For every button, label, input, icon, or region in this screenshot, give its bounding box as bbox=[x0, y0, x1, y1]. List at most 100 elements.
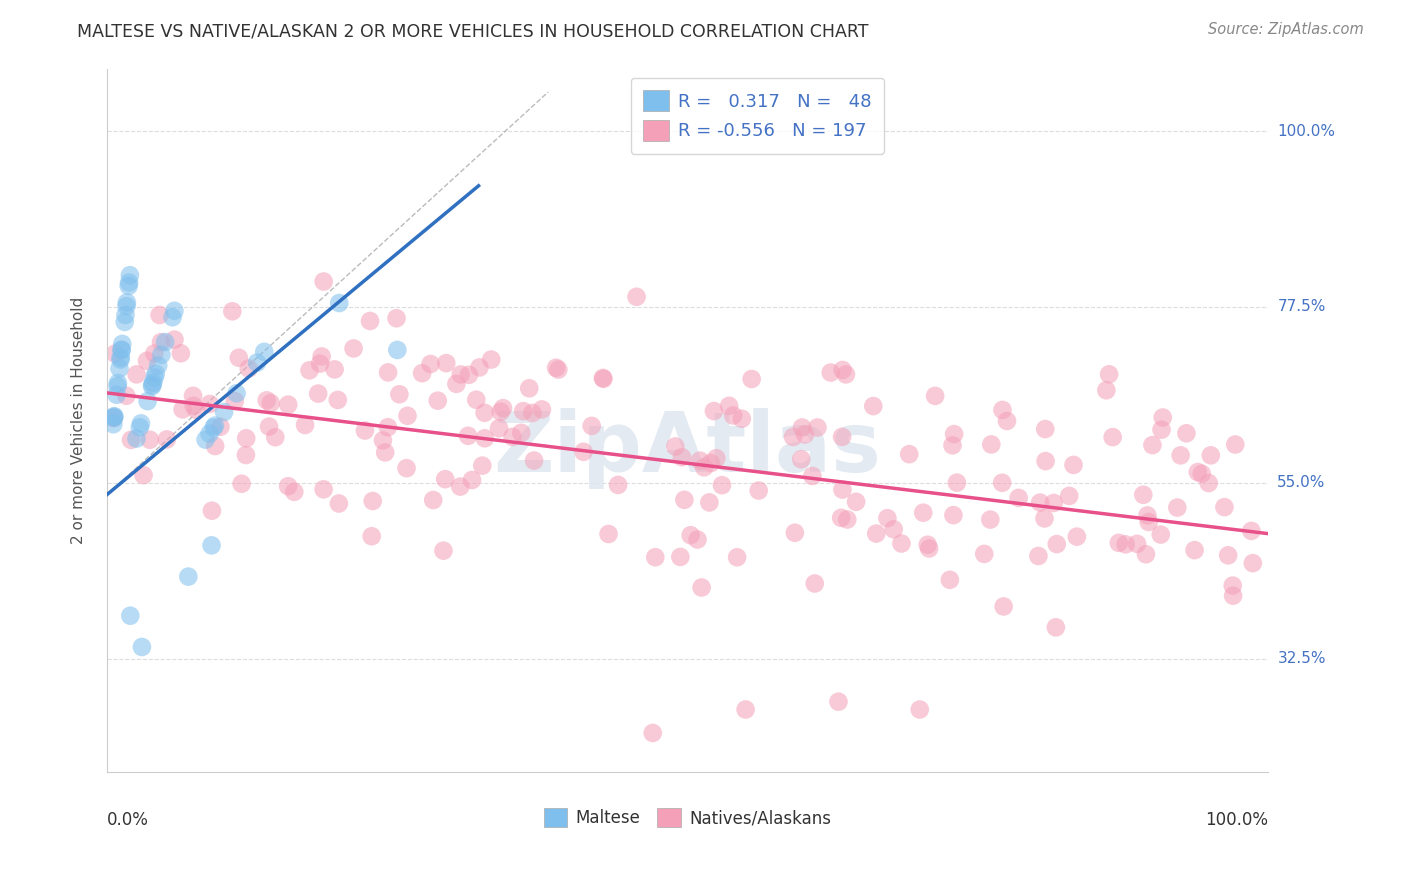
Point bbox=[835, 368, 858, 382]
Point bbox=[731, 411, 754, 425]
Point bbox=[201, 504, 224, 518]
Point bbox=[479, 352, 502, 367]
Point bbox=[679, 528, 702, 542]
Point bbox=[385, 311, 408, 326]
Point bbox=[883, 522, 905, 536]
Point bbox=[831, 483, 853, 497]
Point bbox=[105, 388, 128, 402]
Point bbox=[1175, 426, 1198, 441]
Point bbox=[150, 348, 173, 362]
Point bbox=[202, 420, 225, 434]
Point bbox=[1191, 467, 1213, 481]
Point bbox=[108, 361, 131, 376]
Point bbox=[607, 478, 630, 492]
Point bbox=[204, 418, 226, 433]
Point bbox=[246, 356, 269, 370]
Point bbox=[523, 453, 546, 467]
Point bbox=[898, 447, 921, 461]
Point bbox=[114, 308, 136, 322]
Point bbox=[1241, 556, 1264, 570]
Point bbox=[693, 460, 716, 475]
Point bbox=[1222, 589, 1244, 603]
Point bbox=[1098, 368, 1121, 382]
Point bbox=[360, 529, 382, 543]
Point bbox=[1066, 530, 1088, 544]
Point bbox=[118, 268, 141, 283]
Point bbox=[354, 424, 377, 438]
Point bbox=[1136, 508, 1159, 523]
Point bbox=[1108, 536, 1130, 550]
Point bbox=[342, 342, 364, 356]
Point bbox=[790, 452, 813, 467]
Point bbox=[326, 392, 349, 407]
Point bbox=[125, 432, 148, 446]
Point bbox=[876, 511, 898, 525]
Point bbox=[991, 403, 1014, 417]
Point bbox=[1225, 437, 1247, 451]
Point bbox=[471, 458, 494, 473]
Text: 77.5%: 77.5% bbox=[1277, 300, 1326, 315]
Point bbox=[973, 547, 995, 561]
Point bbox=[489, 405, 512, 419]
Point bbox=[1187, 465, 1209, 479]
Point bbox=[474, 431, 496, 445]
Point bbox=[142, 376, 165, 390]
Point bbox=[141, 377, 163, 392]
Point bbox=[163, 333, 186, 347]
Point bbox=[522, 406, 544, 420]
Point bbox=[225, 386, 247, 401]
Point bbox=[434, 472, 457, 486]
Point bbox=[377, 420, 399, 434]
Point bbox=[544, 360, 567, 375]
Point bbox=[1029, 495, 1052, 509]
Point bbox=[221, 304, 243, 318]
Point bbox=[862, 399, 884, 413]
Point bbox=[110, 351, 132, 365]
Point bbox=[328, 496, 350, 510]
Point bbox=[1184, 543, 1206, 558]
Point bbox=[257, 419, 280, 434]
Point bbox=[312, 483, 335, 497]
Point bbox=[592, 372, 614, 386]
Point bbox=[1046, 537, 1069, 551]
Point bbox=[235, 431, 257, 445]
Point bbox=[194, 433, 217, 447]
Point bbox=[803, 576, 825, 591]
Point bbox=[228, 351, 250, 365]
Point bbox=[830, 511, 852, 525]
Point bbox=[103, 417, 125, 432]
Point bbox=[172, 402, 194, 417]
Point bbox=[136, 354, 159, 368]
Point bbox=[387, 343, 409, 357]
Point bbox=[277, 398, 299, 412]
Point bbox=[457, 429, 479, 443]
Point bbox=[411, 366, 433, 380]
Point bbox=[103, 410, 125, 425]
Point bbox=[502, 430, 524, 444]
Point bbox=[1028, 549, 1050, 563]
Point bbox=[700, 456, 723, 470]
Point bbox=[277, 479, 299, 493]
Point bbox=[371, 434, 394, 448]
Point bbox=[426, 393, 449, 408]
Point bbox=[118, 276, 141, 290]
Point bbox=[212, 405, 235, 419]
Point bbox=[1101, 430, 1123, 444]
Point bbox=[671, 450, 693, 465]
Point bbox=[312, 275, 335, 289]
Point bbox=[198, 397, 221, 411]
Point bbox=[1007, 491, 1029, 505]
Point bbox=[309, 357, 332, 371]
Point bbox=[143, 370, 166, 384]
Point bbox=[107, 376, 129, 390]
Point bbox=[783, 525, 806, 540]
Point bbox=[183, 399, 205, 413]
Point bbox=[979, 512, 1001, 526]
Point bbox=[374, 445, 396, 459]
Point bbox=[530, 402, 553, 417]
Point bbox=[995, 414, 1018, 428]
Text: 100.0%: 100.0% bbox=[1205, 811, 1268, 829]
Point bbox=[1045, 620, 1067, 634]
Point bbox=[1043, 496, 1066, 510]
Point bbox=[782, 430, 804, 444]
